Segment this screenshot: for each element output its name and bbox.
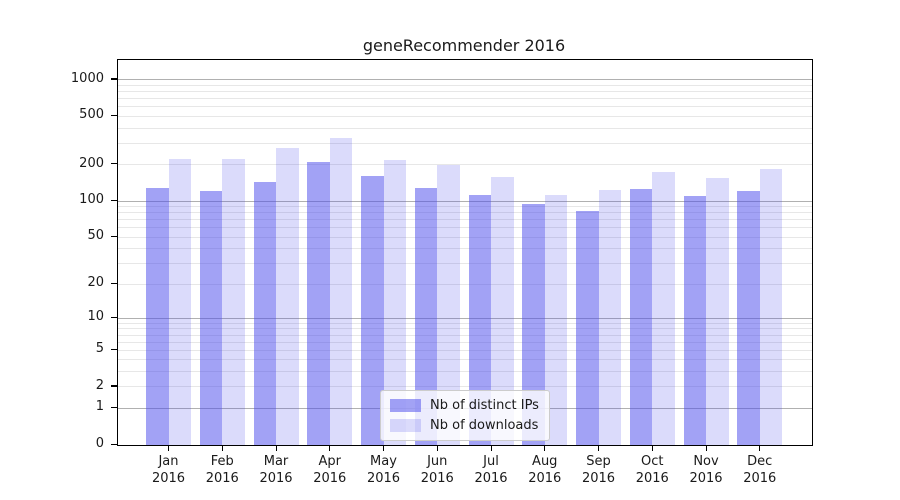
y-tick-label: 5	[95, 341, 104, 357]
bars-layer	[118, 60, 812, 445]
gridline-minor	[118, 328, 812, 330]
y-tick-label: 50	[87, 228, 104, 244]
bar-nov-downloads	[706, 178, 729, 445]
legend-item-distinct-ips: Nb of distinct IPs	[390, 398, 539, 413]
bar-nov-distinct-ips	[683, 196, 706, 445]
bar-apr-distinct-ips	[307, 162, 330, 445]
bar-jan-downloads	[168, 158, 191, 445]
gridline-minor	[118, 371, 812, 373]
legend-item-downloads: Nb of downloads	[390, 418, 539, 433]
bar-jan-distinct-ips	[146, 188, 169, 445]
gridline-minor	[118, 359, 812, 361]
y-tick-label: 0	[95, 436, 104, 451]
gridline-major	[118, 317, 812, 319]
bar-oct-downloads	[652, 172, 675, 445]
x-tick-label-nov: Nov 2016	[689, 454, 723, 486]
plot-area: Nb of distinct IPs Nb of downloads	[117, 59, 813, 446]
gridline-minor	[118, 84, 812, 86]
bar-aug-downloads	[544, 195, 568, 445]
gridline-minor	[118, 322, 812, 324]
x-tick-label-mar: Mar 2016	[259, 454, 293, 486]
legend: Nb of distinct IPs Nb of downloads	[380, 390, 550, 441]
bar-dec-distinct-ips	[737, 190, 760, 445]
gridline-major	[118, 200, 812, 202]
bar-jul-distinct-ips	[468, 194, 491, 445]
bar-oct-distinct-ips	[629, 188, 653, 445]
x-tick-label-oct: Oct 2016	[635, 454, 669, 486]
gridline-minor	[118, 248, 812, 250]
bar-mar-distinct-ips	[253, 182, 276, 445]
gridline-major	[118, 79, 812, 81]
y-tick-label: 500	[79, 107, 104, 123]
gridline-minor	[118, 98, 812, 100]
x-tick-label-jan: Jan 2016	[151, 454, 186, 486]
x-tick-label-sep: Sep 2016	[581, 454, 616, 486]
gridline-minor	[118, 334, 812, 336]
x-tick-label-aug: Aug 2016	[528, 454, 562, 486]
gridline-minor	[118, 283, 812, 285]
bar-jun-downloads	[437, 165, 460, 445]
y-tick-label: 1	[95, 399, 104, 415]
gridline-minor	[118, 236, 812, 238]
gridline-minor	[118, 127, 812, 129]
bar-aug-distinct-ips	[522, 204, 545, 445]
x-tick-label-feb: Feb 2016	[205, 454, 239, 486]
bar-feb-downloads	[222, 159, 245, 445]
gridline-minor	[118, 341, 812, 343]
bar-sep-downloads	[598, 189, 621, 445]
bar-feb-distinct-ips	[199, 190, 223, 445]
x-tick-label-may: May 2016	[366, 454, 401, 486]
x-tick-label-jul: Jul 2016	[474, 454, 508, 486]
gridline-minor	[118, 386, 812, 388]
x-tick-label-dec: Dec 2016	[743, 454, 777, 486]
chart-title: geneRecommender 2016	[362, 36, 566, 55]
bar-dec-downloads	[759, 169, 783, 445]
x-tick-label-apr: Apr 2016	[313, 454, 347, 486]
gridline-minor	[118, 106, 812, 108]
y-tick-label: 20	[87, 275, 104, 291]
bar-mar-downloads	[276, 147, 299, 445]
gridline-minor	[118, 219, 812, 221]
gridline-minor	[118, 164, 812, 166]
gridline-minor	[118, 263, 812, 264]
bar-jul-downloads	[491, 177, 514, 445]
y-tick-label: 200	[79, 155, 104, 171]
gridlines-layer	[118, 60, 812, 445]
bar-sep-distinct-ips	[576, 211, 599, 445]
gridline-minor	[118, 349, 812, 351]
y-tick-label: 10	[87, 309, 104, 325]
gridline-minor	[118, 115, 812, 117]
legend-label-distinct-ips: Nb of distinct IPs	[430, 398, 539, 413]
y-tick-label: 100	[79, 192, 104, 208]
bar-may-downloads	[383, 159, 406, 445]
legend-label-downloads: Nb of downloads	[430, 418, 539, 433]
gridline-minor	[118, 227, 812, 229]
gridline-minor	[118, 91, 812, 93]
legend-swatch-distinct-ips	[390, 399, 421, 412]
y-tick-label: 2	[95, 377, 104, 393]
x-tick-label-jun: Jun 2016	[420, 454, 454, 486]
bar-jun-distinct-ips	[414, 188, 438, 445]
gridline-minor	[118, 212, 812, 214]
bar-may-distinct-ips	[361, 176, 384, 445]
gridline-minor	[118, 142, 812, 144]
gridline-minor	[118, 206, 812, 208]
legend-swatch-downloads	[390, 419, 421, 432]
bar-apr-downloads	[329, 137, 353, 445]
y-tick-label: 1000	[70, 70, 104, 86]
